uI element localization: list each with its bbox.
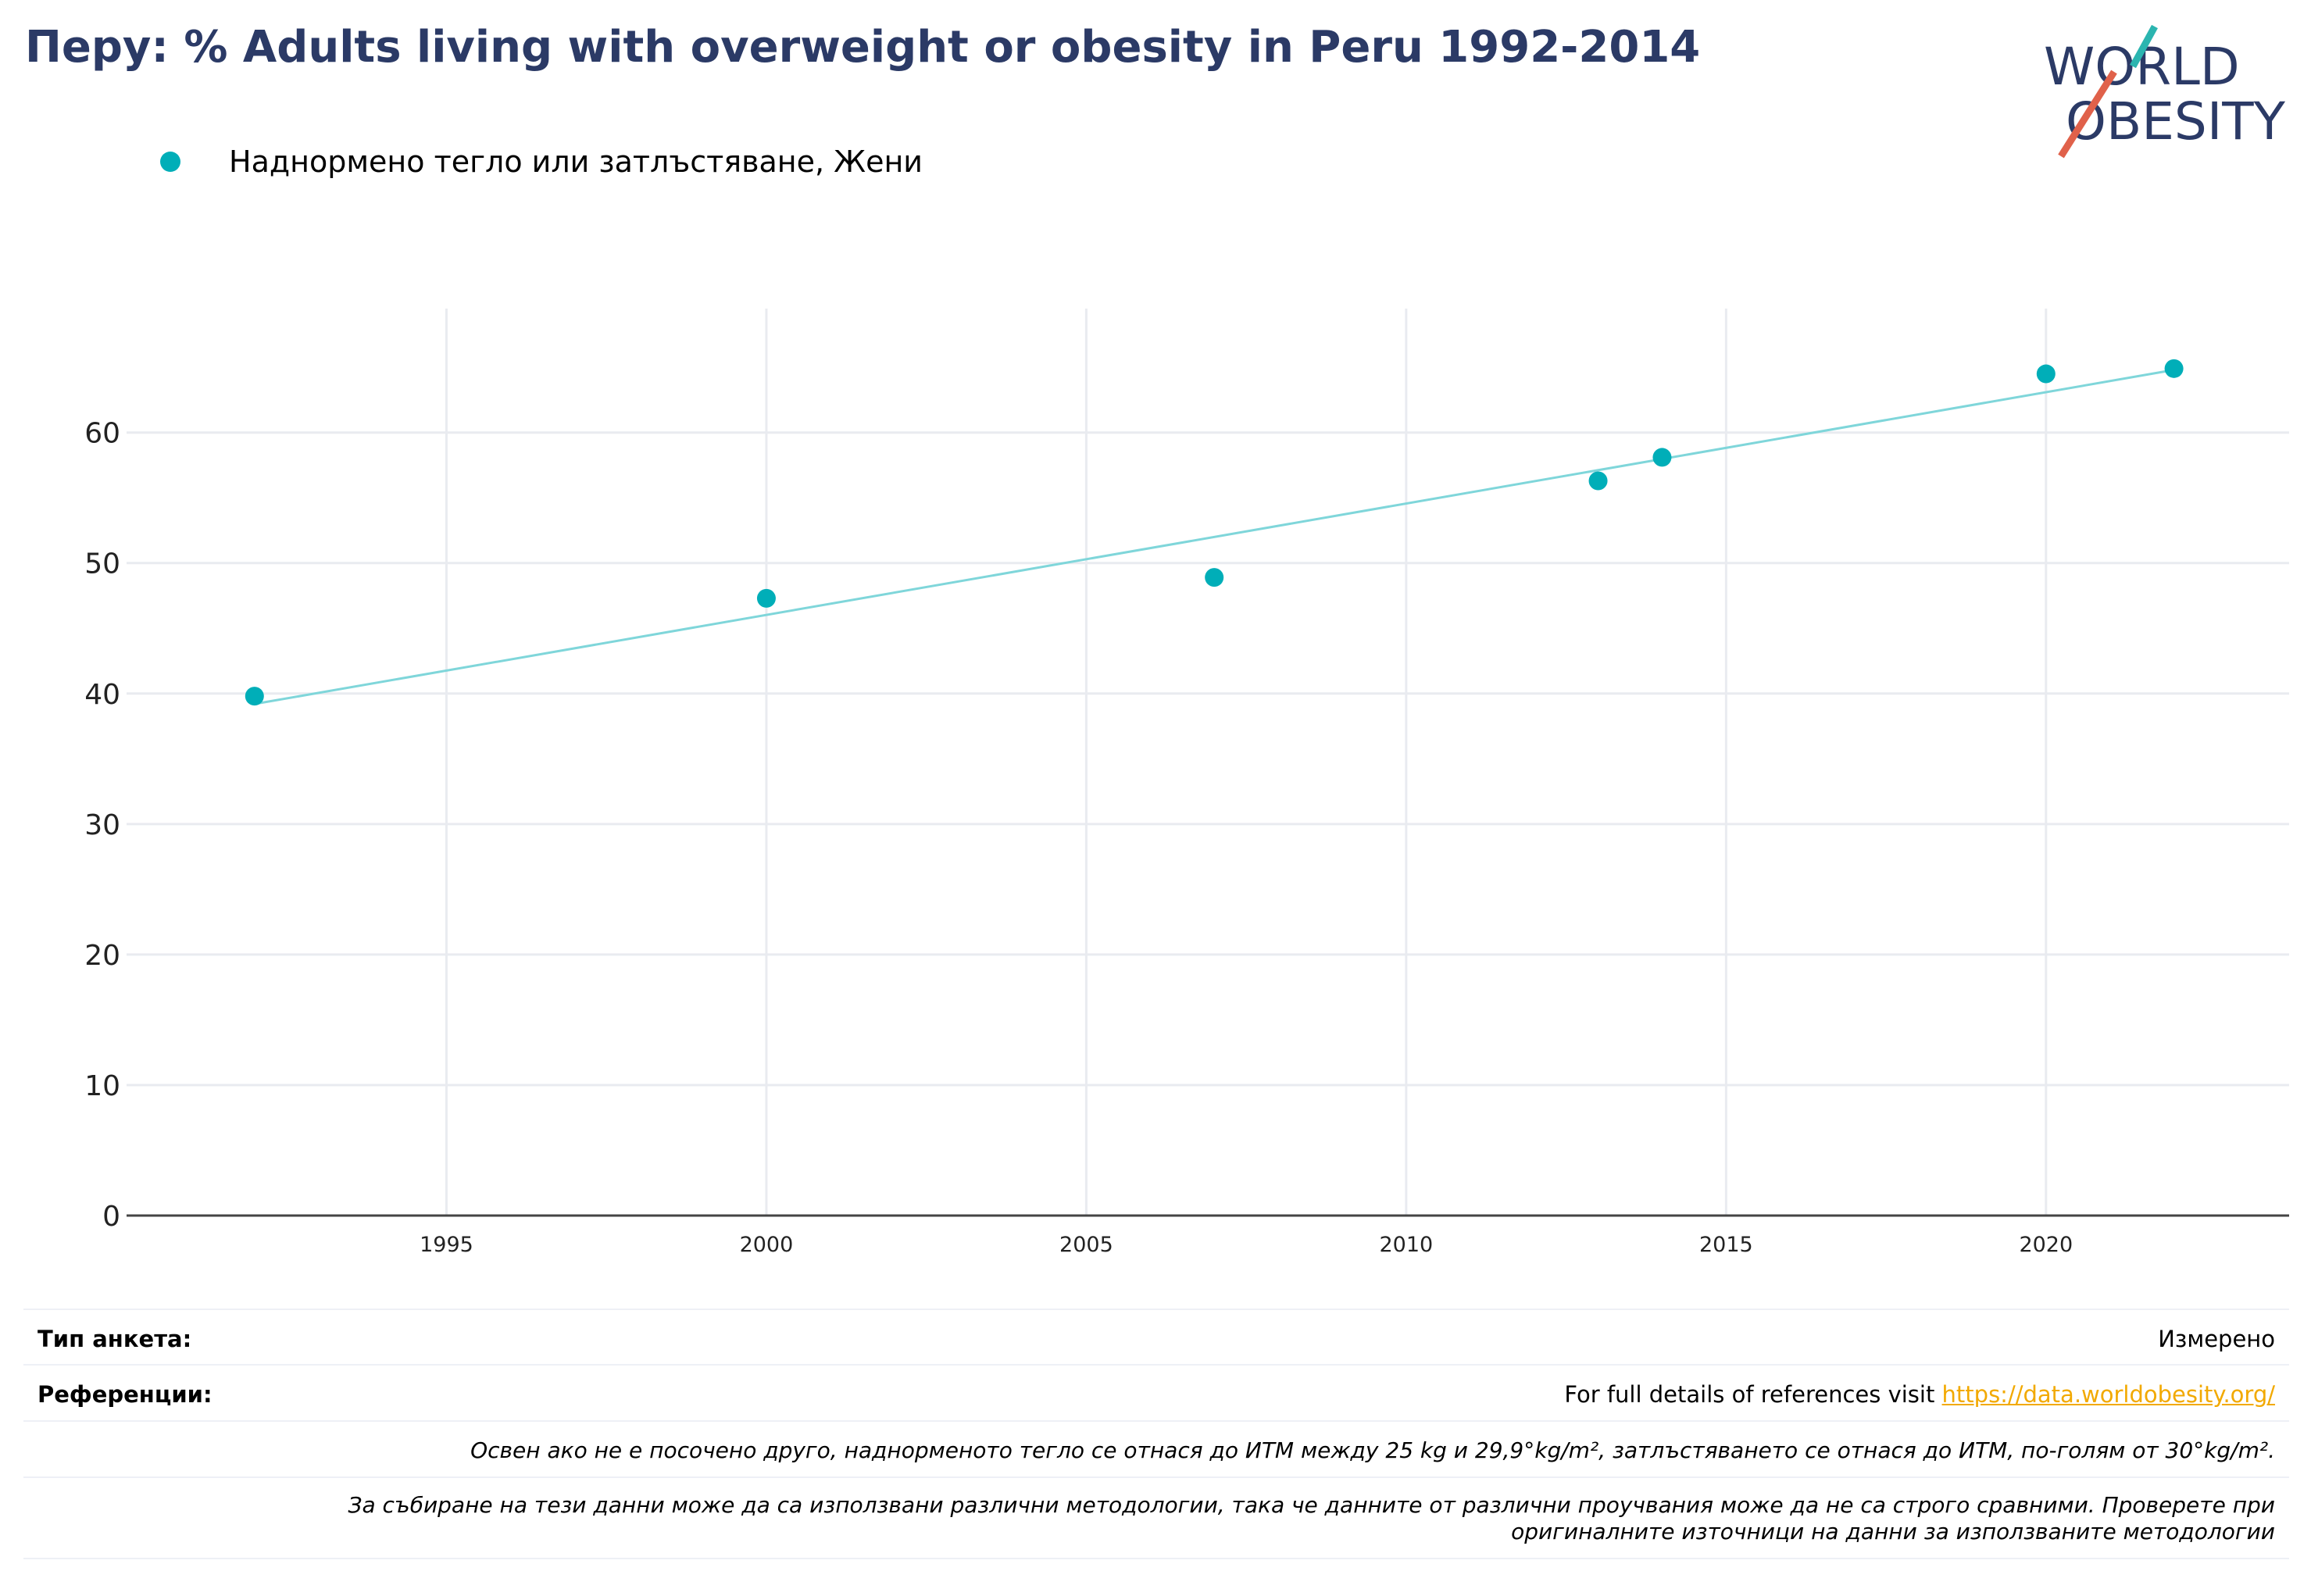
y-tick-label: 20 bbox=[84, 940, 120, 972]
scatter-chart: 0 10 20 30 40 50 60 1995 2000 2005 2010 2015 2020 bbox=[84, 309, 2289, 1257]
references-label: Референции: bbox=[38, 1381, 213, 1408]
logo-text-obesity: OBESITY bbox=[2066, 91, 2286, 152]
data-point bbox=[756, 588, 776, 608]
y-tick-label: 40 bbox=[84, 679, 120, 711]
footer-row-note-definition: Освен ако не е посочено друго, наднормен… bbox=[23, 1420, 2289, 1476]
legend: Наднормено тегло или затлъстяване, Жени bbox=[160, 145, 923, 179]
chart-title: Перу: % Adults living with overweight or… bbox=[25, 22, 1701, 73]
y-tick-label: 0 bbox=[102, 1201, 120, 1233]
legend-label: Наднормено тегло или затлъстяване, Жени bbox=[229, 145, 923, 179]
data-point bbox=[1205, 568, 1224, 587]
references-link[interactable]: https://data.worldobesity.org/ bbox=[1941, 1381, 2275, 1408]
note-methodology-line2: оригиналните източници на данни за изпол… bbox=[1511, 1519, 2275, 1544]
y-tick-label: 60 bbox=[84, 418, 120, 450]
x-tick-label: 2010 bbox=[1380, 1233, 1434, 1257]
legend-marker bbox=[160, 152, 180, 172]
x-tick-label: 2015 bbox=[1699, 1233, 1753, 1257]
footer-row-note-methodology: За събиране на тези данни може да са изп… bbox=[23, 1476, 2289, 1559]
x-tick-label: 2000 bbox=[740, 1233, 794, 1257]
survey-type-value: Измерено bbox=[2158, 1326, 2275, 1352]
data-point bbox=[2164, 359, 2184, 378]
x-tick-label: 2005 bbox=[1059, 1233, 1113, 1257]
note-methodology-line1: За събиране на тези данни може да са изп… bbox=[348, 1492, 2276, 1518]
x-tick-label: 2020 bbox=[2019, 1233, 2073, 1257]
footer-row-references: Референции: For full details of referenc… bbox=[23, 1364, 2289, 1420]
y-tick-label: 30 bbox=[84, 809, 120, 841]
data-point bbox=[1588, 471, 1608, 491]
survey-type-label: Тип анкета: bbox=[38, 1326, 192, 1352]
logo-slash-red bbox=[2058, 70, 2117, 159]
world-obesity-logo: WORLD OBESITY bbox=[2044, 24, 2286, 159]
x-tick-label: 1995 bbox=[420, 1233, 473, 1257]
y-tick-label: 50 bbox=[84, 548, 120, 580]
trend-line bbox=[254, 369, 2174, 705]
references-text: For full details of references visit bbox=[1564, 1381, 1942, 1408]
data-point bbox=[1652, 448, 1672, 467]
footer-row-survey-type: Тип анкета: Измерено bbox=[23, 1309, 2289, 1365]
note-definition: Освен ако не е посочено друго, наднормен… bbox=[470, 1437, 2275, 1463]
data-point bbox=[245, 687, 264, 706]
data-point bbox=[2036, 364, 2056, 384]
y-tick-label: 10 bbox=[84, 1070, 120, 1102]
references-value: For full details of references visit htt… bbox=[1564, 1381, 2275, 1408]
logo-slash-teal bbox=[2130, 24, 2158, 69]
